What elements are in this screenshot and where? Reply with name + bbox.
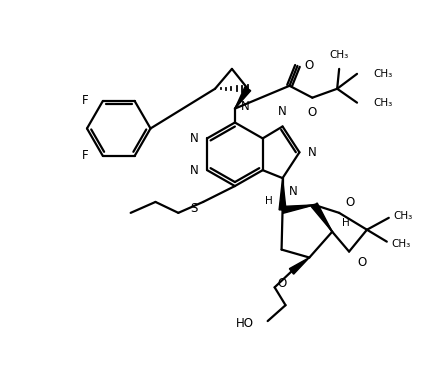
Text: N: N (309, 146, 317, 159)
Text: F: F (82, 149, 89, 163)
Text: H: H (342, 218, 350, 228)
Text: CH₃: CH₃ (392, 239, 411, 249)
Polygon shape (279, 178, 286, 210)
Text: N: N (190, 132, 198, 145)
Text: N: N (241, 100, 250, 113)
Text: HO: HO (236, 317, 254, 330)
Text: O: O (357, 256, 366, 269)
Text: F: F (82, 95, 89, 107)
Text: N: N (190, 164, 198, 177)
Text: S: S (190, 202, 197, 215)
Text: CH₃: CH₃ (394, 211, 413, 221)
Text: O: O (345, 196, 354, 209)
Polygon shape (311, 203, 332, 232)
Text: O: O (308, 106, 317, 119)
Text: N: N (289, 185, 297, 198)
Text: CH₃: CH₃ (373, 98, 392, 108)
Text: O: O (278, 278, 286, 290)
Text: N: N (278, 105, 287, 118)
Text: H: H (265, 196, 273, 206)
Polygon shape (282, 205, 314, 213)
Polygon shape (289, 257, 309, 274)
Polygon shape (235, 87, 251, 108)
Text: CH₃: CH₃ (329, 50, 349, 60)
Text: CH₃: CH₃ (373, 69, 392, 79)
Text: O: O (305, 59, 313, 73)
